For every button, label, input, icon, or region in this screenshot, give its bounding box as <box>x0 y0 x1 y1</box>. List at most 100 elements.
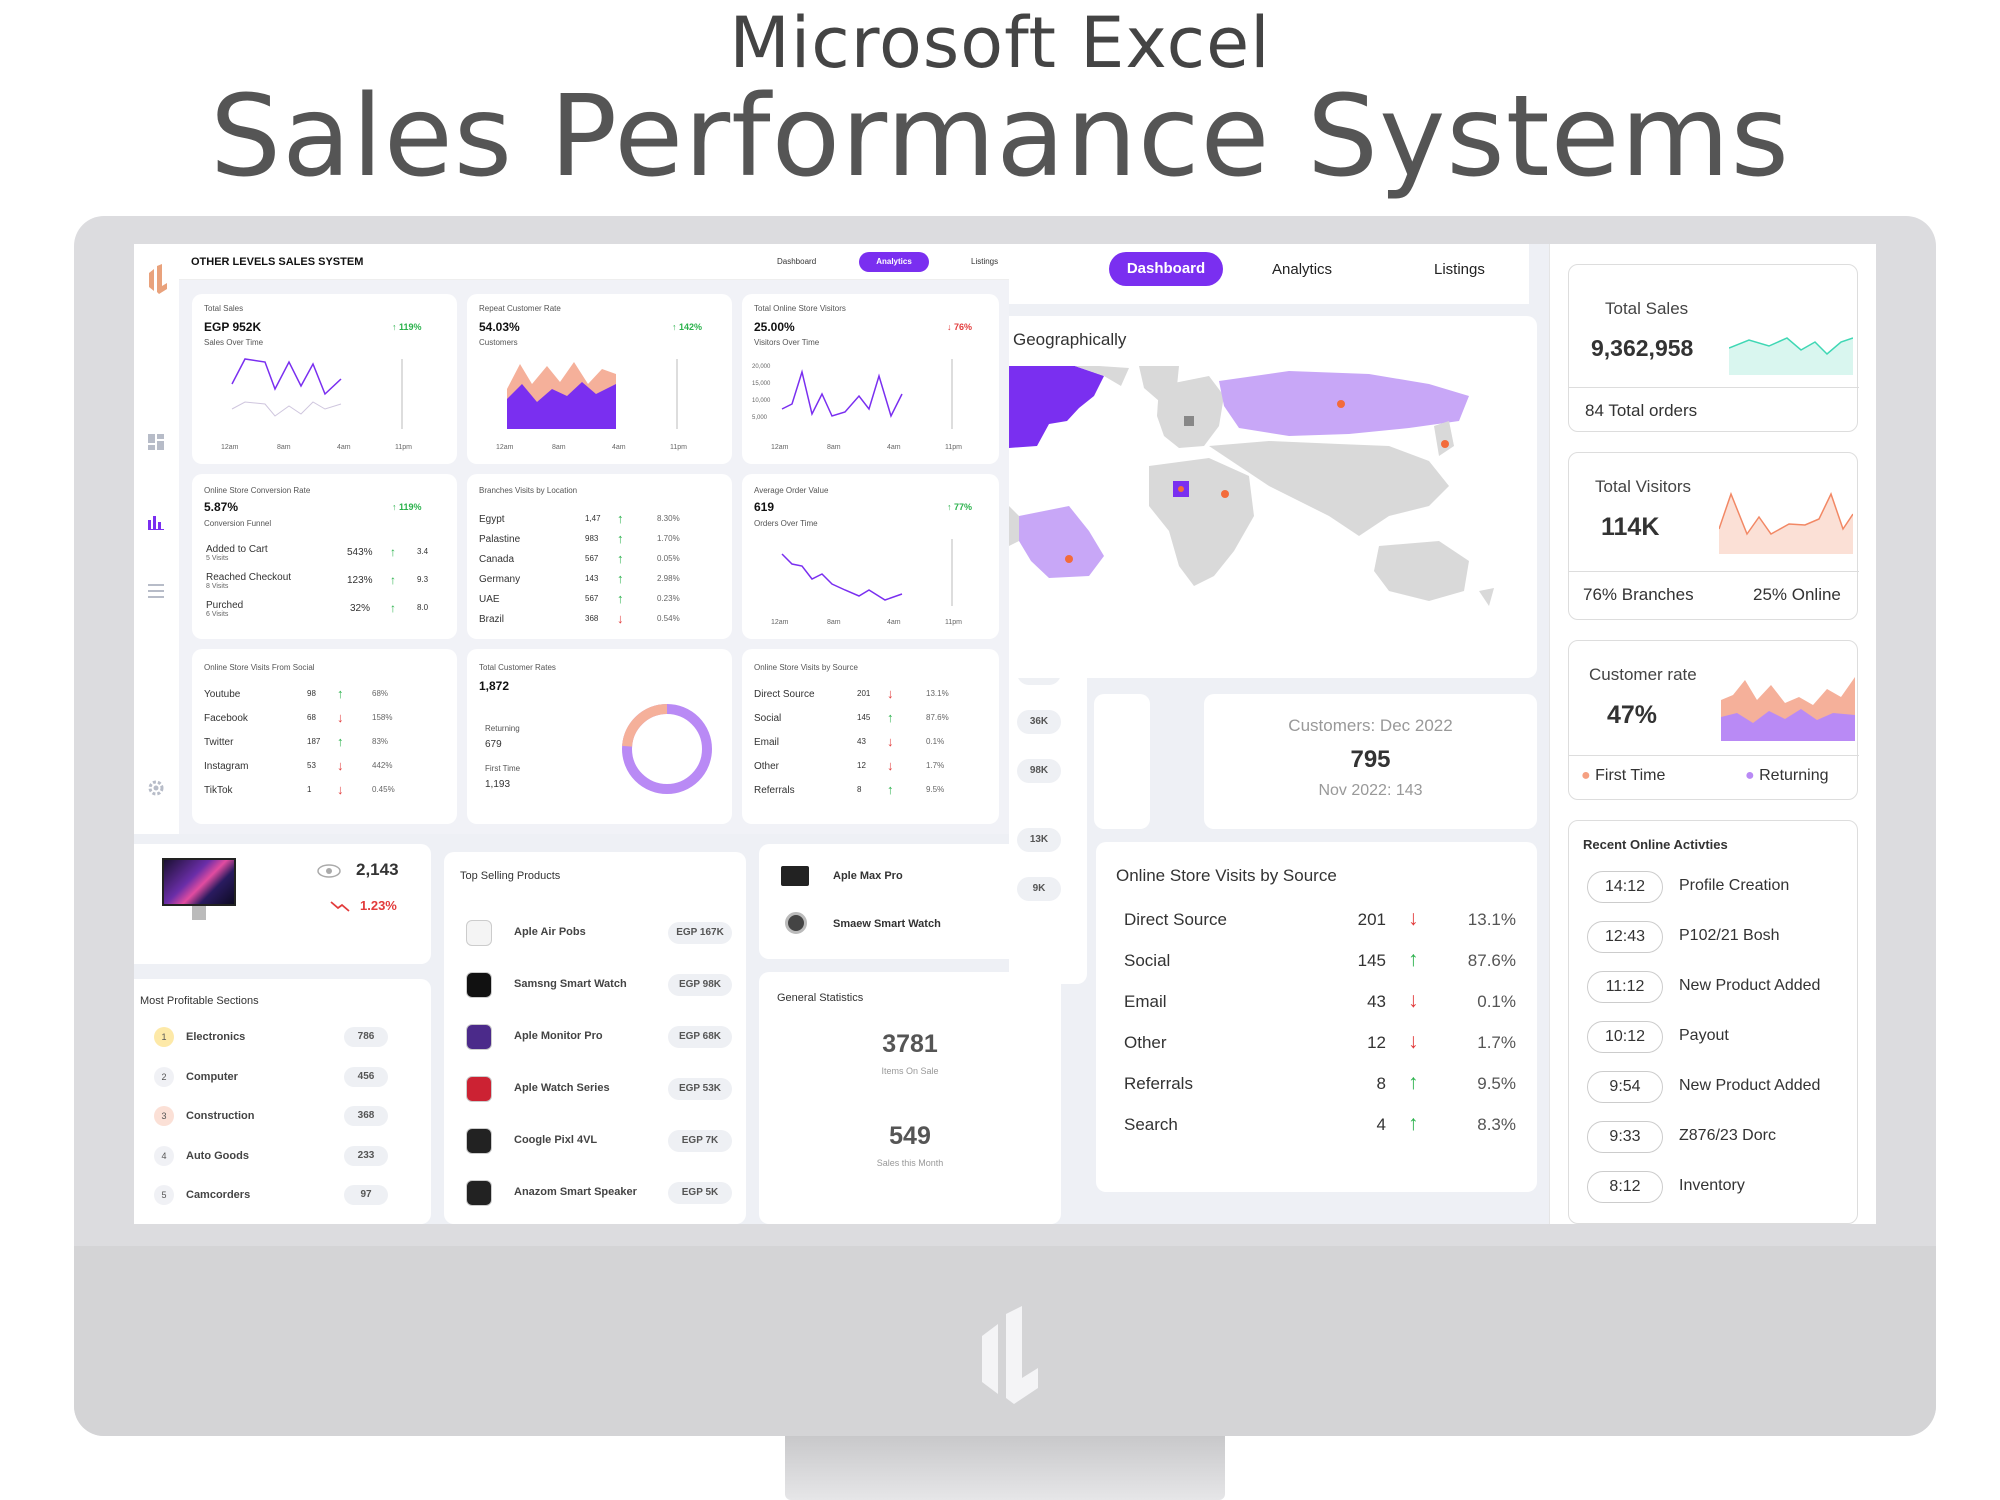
card-label: Geographically <box>1013 330 1127 349</box>
value-badge: 13K <box>1017 828 1061 852</box>
list-item: Facebook 68 ↓ 158% <box>204 710 393 725</box>
social-card: Online Store Visits From Social Youtube 9… <box>192 649 457 824</box>
conversion-card: Online Store Conversion Rate 5.87% ↑ 119… <box>192 474 457 639</box>
monitor-frame: OTHER LEVELS SALES SYSTEM Dashboard Anal… <box>74 216 1936 1436</box>
nav-listings[interactable]: Listings <box>1434 261 1485 278</box>
list-icon[interactable] <box>148 584 164 598</box>
card-label: Recent Online Activties <box>1583 837 1728 852</box>
list-item: UAE 567 ↑ 0.23% <box>479 591 680 606</box>
blank-card <box>1094 694 1150 829</box>
sales-month-label: Sales this Month <box>876 1158 944 1168</box>
list-item: Brazil 368 ↓ 0.54% <box>479 611 680 626</box>
card-label: General Statistics <box>777 992 864 1004</box>
gear-icon[interactable] <box>147 779 165 797</box>
tab-listings[interactable]: Listings <box>971 257 999 266</box>
list-item: Twitter 187 ↑ 83% <box>204 734 389 749</box>
list-item: Other 12 ↓ 1.7% <box>1124 1030 1516 1053</box>
list-item: Social 145 ↑ 87.6% <box>1124 948 1516 971</box>
visitors-line-chart <box>781 359 953 429</box>
dashboard-screen: OTHER LEVELS SALES SYSTEM Dashboard Anal… <box>134 244 1876 1224</box>
list-item: 1 Electronics 786 <box>134 1027 431 1057</box>
activity-time: 12:43 <box>1587 921 1663 953</box>
list-item: Aple Air Pobs EGP 167K <box>444 914 746 954</box>
arrow-up-icon: ↑ <box>617 571 624 586</box>
rank-badge: 3 <box>154 1106 174 1126</box>
change-up: ↑ 119% <box>392 322 422 332</box>
card-sub: Sales Over Time <box>204 338 264 347</box>
change-down: ↓ 76% <box>947 322 973 332</box>
arrow-up-icon: ↑ <box>617 511 624 526</box>
main-nav: Dashboard Analytics Listings <box>1009 244 1529 304</box>
nav-dashboard[interactable]: Dashboard <box>1109 252 1223 286</box>
list-item: Email 43 ↓ 0.1% <box>1124 989 1516 1012</box>
value-pill: 368 <box>344 1106 388 1126</box>
list-item: Reached Checkout 8 Visits 123% ↑ 9.3 <box>206 572 429 590</box>
left-sidebar <box>134 244 179 834</box>
list-item: Direct Source 201 ↓ 13.1% <box>1124 907 1516 930</box>
source-big-card: Online Store Visits by Source Direct Sou… <box>1096 842 1537 1192</box>
card-sub: Customers <box>479 338 518 347</box>
list-item: Referrals 8 ↑ 9.5% <box>1124 1071 1516 1094</box>
customers-area-chart <box>507 359 678 429</box>
change-up: ↑ 77% <box>947 502 973 512</box>
change-up: ↑ 119% <box>392 502 422 512</box>
value-pill: EGP 167K <box>668 922 732 944</box>
recent-activities-card: Recent Online Activties 14:12 Profile Cre… <box>1568 820 1858 1224</box>
repeat-customer-card: Repeat Customer Rate 54.03% ↑ 142% Custo… <box>467 294 732 464</box>
left-topbar: OTHER LEVELS SALES SYSTEM Dashboard Anal… <box>179 244 1009 280</box>
returning-value: 679 <box>485 739 502 750</box>
activity-text: Inventory <box>1679 1177 1745 1194</box>
logo-icon[interactable] <box>146 264 168 294</box>
kpi-footer-left: 76% Branches <box>1583 585 1694 604</box>
branches-card: Branches Visits by Location Egypt 1,47 ↑ 8.… <box>467 474 732 639</box>
header-title-app: Microsoft Excel <box>729 2 1271 84</box>
aov-card: Average Order Value 619 ↑ 77% Orders Ove… <box>742 474 999 639</box>
kpi-label: Total Sales <box>1605 299 1689 318</box>
value-pill: 786 <box>344 1027 388 1047</box>
list-item: Instagram 53 ↓ 442% <box>204 758 393 773</box>
monitor-stand-image <box>192 906 206 920</box>
list-item: Direct Source 201 ↓ 13.1% <box>754 686 949 701</box>
card-value: 5.87% <box>204 500 239 514</box>
card-value: 25.00% <box>754 320 795 334</box>
app-title: OTHER LEVELS SALES SYSTEM <box>191 256 364 268</box>
tab-analytics[interactable]: Analytics <box>859 252 929 272</box>
card-label: Online Store Conversion Rate <box>204 486 311 495</box>
card-value: 619 <box>754 500 775 514</box>
monitor-views-card: 2,143 1.23% <box>134 844 431 964</box>
product-name: Aple Max Pro <box>833 870 903 882</box>
nav-analytics[interactable]: Analytics <box>1272 261 1333 278</box>
value-pill: EGP 53K <box>668 1078 732 1100</box>
activity-time: 11:12 <box>1587 971 1663 1003</box>
list-item: Referrals 8 ↑ 9.5% <box>754 782 945 797</box>
tab-dashboard[interactable]: Dashboard <box>777 257 817 266</box>
arrow-down-icon: ↓ <box>1408 989 1419 1012</box>
card-label: Online Store Visits by Source <box>754 663 858 672</box>
value-badge: 36K <box>1017 710 1061 734</box>
arrow-up-icon: ↑ <box>887 710 894 725</box>
card-label: Total Online Store Visitors <box>754 304 846 313</box>
activity-text: Payout <box>1679 1027 1729 1044</box>
product-image <box>466 1128 492 1154</box>
first-time-label: First Time <box>485 764 521 773</box>
grid-icon[interactable] <box>148 434 164 450</box>
list-item: Search 4 ↑ 8.3% <box>1124 1112 1516 1135</box>
arrow-down-icon: ↓ <box>1408 1030 1419 1053</box>
visitors-sparkline <box>1719 491 1853 554</box>
kpi-total-visitors: Total Visitors 114K 76% Branches 25% Onl… <box>1568 452 1859 620</box>
activity-item: 8:12 Inventory <box>1569 1171 1857 1207</box>
arrow-up-icon: ↑ <box>617 591 624 606</box>
change-up: ↑ 142% <box>672 322 703 332</box>
list-item: Other 12 ↓ 1.7% <box>754 758 945 773</box>
source-small-card: Online Store Visits by Source Direct Sou… <box>742 649 999 824</box>
list-item: Email 43 ↓ 0.1% <box>754 734 945 749</box>
arrow-down-icon: ↓ <box>337 782 344 797</box>
bar-chart-icon[interactable] <box>148 514 164 530</box>
value-pill: 233 <box>344 1145 388 1166</box>
value-pill: EGP 68K <box>668 1026 732 1048</box>
arrow-up-icon: ↑ <box>617 551 624 566</box>
arrow-down-icon: ↓ <box>1408 907 1419 930</box>
customer-rates-card: Total Customer Rates 1,872 Returning 679… <box>467 649 732 824</box>
profitable-card: Most Profitable Sections 1 Electronics 786… <box>134 979 431 1224</box>
card-label: Branches Visits by Location <box>479 486 578 495</box>
